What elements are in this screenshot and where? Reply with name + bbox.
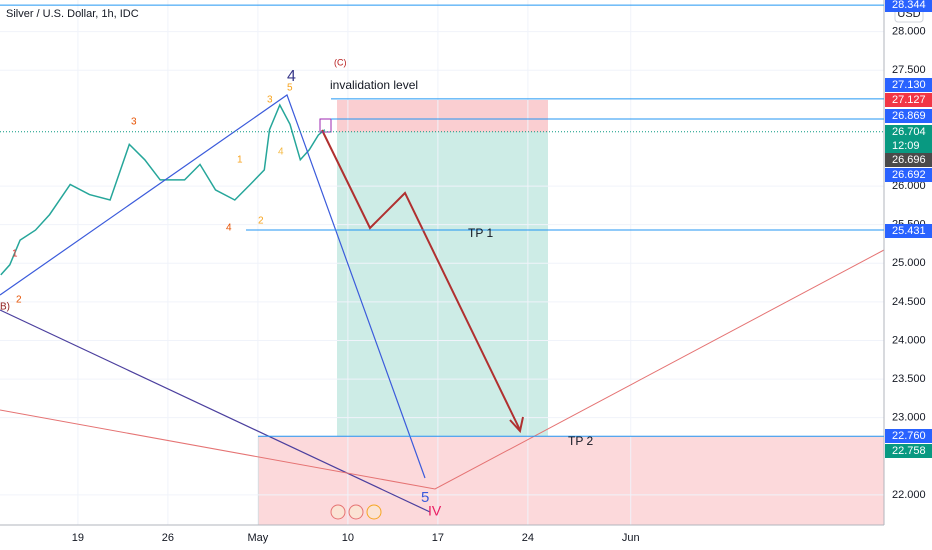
price-label-box [885, 168, 932, 182]
annotation: 4 [226, 223, 232, 234]
arrow-head [509, 416, 524, 434]
annotation: 2 [258, 216, 264, 227]
y-tick-label: 26.000 [892, 180, 926, 192]
wave-line [0, 94, 426, 479]
annotation: 4 [278, 147, 284, 158]
price-label-box [885, 0, 932, 12]
event-icon [330, 504, 346, 520]
y-tick-label: 27.500 [892, 64, 926, 76]
price-label: 25.431 [892, 225, 926, 237]
arrow-path [321, 129, 521, 431]
price-label: 26.704 [892, 126, 926, 138]
annotation: TP 1 [468, 226, 493, 240]
annotation: 5 [287, 83, 293, 94]
annotation: invalidation level [330, 78, 418, 92]
drawings [0, 94, 885, 520]
price-label: 26.696 [892, 154, 926, 166]
annotation: TP 2 [568, 434, 593, 448]
x-tick-label: 24 [522, 532, 534, 544]
price-label-box [885, 93, 932, 107]
annotation: B) [0, 302, 10, 313]
y-tick-label: 23.500 [892, 373, 926, 385]
price-line [0, 103, 326, 276]
annotation: 5 [421, 489, 429, 506]
event-icon [348, 504, 364, 520]
price-label-box [885, 109, 932, 123]
y-tick-label: 24.500 [892, 296, 926, 308]
price-label-box [885, 224, 932, 238]
annotation: 1 [237, 155, 243, 166]
price-label: 27.130 [892, 79, 926, 91]
trend-line [0, 309, 431, 513]
annotation: (C) [334, 57, 347, 67]
target-zone [337, 132, 548, 436]
price-label-box [885, 429, 932, 443]
y-tick-label: 28.000 [892, 26, 926, 38]
y-tick-label: 25.000 [892, 257, 926, 269]
invalidation-zone [337, 100, 548, 132]
annotation: 2 [16, 295, 22, 306]
x-tick-label: 10 [342, 532, 354, 544]
price-label: 22.760 [892, 430, 926, 442]
price-label: 26.692 [892, 169, 926, 181]
price-label: 22.758 [892, 445, 926, 457]
y-tick-label: 22.000 [892, 489, 926, 501]
countdown: 12:09 [892, 140, 920, 152]
chart-title: Silver / U.S. Dollar, 1h, IDC [6, 8, 139, 20]
y-tick-label: 24.000 [892, 334, 926, 346]
x-tick-label: May [248, 532, 269, 544]
x-tick-label: 26 [162, 532, 174, 544]
y-tick-label: 23.000 [892, 412, 926, 424]
annotation: 3 [267, 95, 273, 106]
annotation: 3 [131, 117, 137, 128]
price-label: 27.127 [892, 94, 926, 106]
price-label-box [885, 444, 932, 458]
event-icon [366, 504, 382, 520]
price-label: 26.869 [892, 110, 926, 122]
annotation: IV [428, 503, 442, 519]
x-tick-label: Jun [622, 532, 640, 544]
price-label-box [885, 78, 932, 92]
price-label-box [885, 125, 932, 153]
x-tick-label: 17 [432, 532, 444, 544]
entry-box [319, 118, 332, 133]
price-label-box [885, 153, 932, 167]
trend-line [0, 249, 885, 490]
annotation: 1 [12, 249, 18, 260]
annotation: 4 [287, 68, 296, 85]
price-label: 28.344 [892, 0, 926, 11]
x-tick-label: 19 [72, 532, 84, 544]
plot [0, 103, 326, 276]
